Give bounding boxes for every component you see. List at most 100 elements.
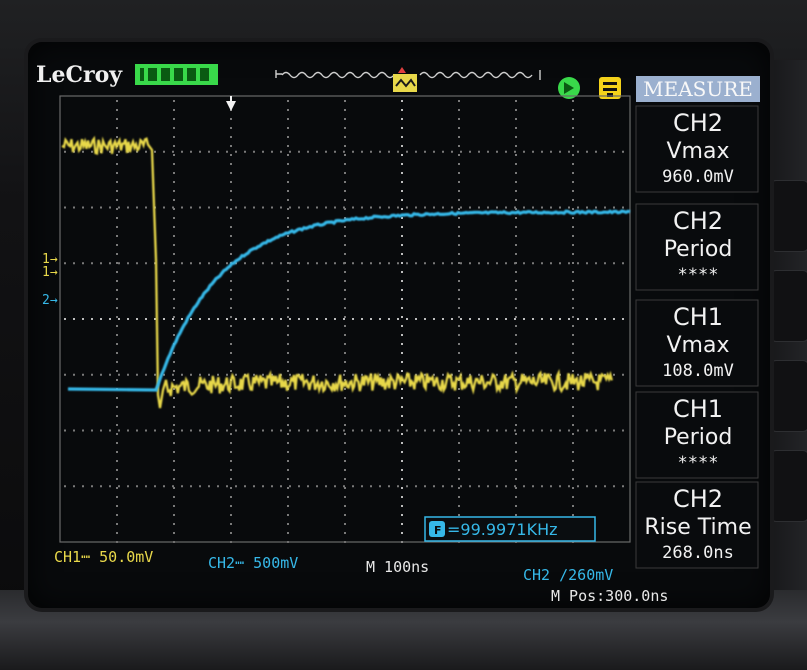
grid-dot — [173, 235, 175, 237]
grid-dot — [505, 318, 507, 320]
grid-dot — [172, 374, 174, 376]
grid-dot — [515, 451, 517, 453]
grid-dot — [244, 318, 246, 320]
grid-dot — [116, 289, 118, 291]
grid-dot — [116, 415, 118, 417]
grid-dot — [572, 352, 574, 354]
grid-dot — [458, 469, 460, 471]
grid-dot — [230, 442, 232, 444]
grid-dot — [458, 244, 460, 246]
grid-dot — [515, 199, 517, 201]
grid-dot — [230, 235, 232, 237]
grid-dot — [262, 374, 264, 376]
grid-dot — [230, 217, 232, 219]
grid-dot — [136, 374, 138, 376]
grid-dot — [287, 406, 289, 408]
grid-dot — [172, 318, 174, 320]
grid-dot — [344, 226, 346, 228]
grid-dot — [118, 207, 120, 209]
grid-dot — [163, 430, 165, 432]
grid-dot — [515, 163, 517, 165]
memory-position-readout: M Pos:300.0ns — [551, 587, 668, 605]
grid-dot — [190, 151, 192, 153]
grid-dot — [280, 151, 282, 153]
grid-dot — [334, 262, 336, 264]
grid-dot — [287, 172, 289, 174]
grid-dot — [451, 485, 453, 487]
grid-dot — [572, 199, 574, 201]
grid-dot — [572, 343, 574, 345]
grid-dot — [604, 151, 606, 153]
grid-dot — [572, 424, 574, 426]
grid-dot — [401, 190, 403, 192]
grid-dot — [433, 207, 435, 209]
grid-dot — [262, 430, 264, 432]
grid-dot — [586, 151, 588, 153]
grid-dot — [458, 451, 460, 453]
grid-dot — [541, 318, 543, 320]
grid-dot — [230, 136, 232, 138]
grid-dot — [262, 262, 264, 264]
grid-dot — [572, 109, 574, 111]
grid-dot — [397, 262, 399, 264]
grid-dot — [344, 109, 346, 111]
grid-dot — [145, 318, 147, 320]
grid-dot — [451, 207, 453, 209]
grid-dot — [415, 430, 417, 432]
grid-dot — [572, 154, 574, 156]
measure-channel: CH2 — [673, 485, 723, 513]
grid-dot — [173, 181, 175, 183]
grid-dot — [572, 100, 574, 102]
grid-dot — [116, 370, 118, 372]
grid-dot — [458, 406, 460, 408]
grid-dot — [289, 207, 291, 209]
grid-dot — [289, 318, 291, 320]
grid-dot — [622, 374, 624, 376]
grid-dot — [433, 262, 435, 264]
grid-dot — [401, 136, 403, 138]
grid-dot — [287, 235, 289, 237]
grid-dot — [100, 318, 102, 320]
grid-dot — [287, 415, 289, 417]
grid-dot — [515, 244, 517, 246]
grid-dot — [532, 151, 534, 153]
grid-dot — [352, 207, 354, 209]
grid-dot — [226, 430, 228, 432]
grid-dot — [458, 271, 460, 273]
grid-dot — [401, 424, 403, 426]
grid-dot — [401, 217, 403, 219]
grid-dot — [230, 181, 232, 183]
grid-dot — [173, 406, 175, 408]
grid-dot — [458, 505, 460, 507]
grid-dot — [401, 325, 403, 327]
grid-dot — [344, 316, 346, 318]
grid-dot — [401, 208, 403, 210]
grid-dot — [173, 451, 175, 453]
grid-dot — [478, 262, 480, 264]
grid-dot — [173, 415, 175, 417]
grid-dot — [442, 207, 444, 209]
grid-dot — [595, 430, 597, 432]
grid-dot — [173, 469, 175, 471]
grid-dot — [406, 207, 408, 209]
grid-dot — [230, 307, 232, 309]
grid-dot — [442, 318, 444, 320]
grid-dot — [460, 207, 462, 209]
grid-dot — [344, 442, 346, 444]
grid-dot — [532, 485, 534, 487]
grid-dot — [344, 127, 346, 129]
grid-dot — [572, 172, 574, 174]
grid-dot — [163, 151, 165, 153]
grid-dot — [73, 207, 75, 209]
grid-dot — [514, 430, 516, 432]
grid-dot — [316, 262, 318, 264]
grid-dot — [572, 460, 574, 462]
ch1-waveform — [62, 139, 612, 408]
grid-dot — [116, 505, 118, 507]
grid-dot — [163, 262, 165, 264]
grid-dot — [116, 343, 118, 345]
grid-dot — [116, 136, 118, 138]
grid-dot — [116, 433, 118, 435]
grid-dot — [82, 151, 84, 153]
